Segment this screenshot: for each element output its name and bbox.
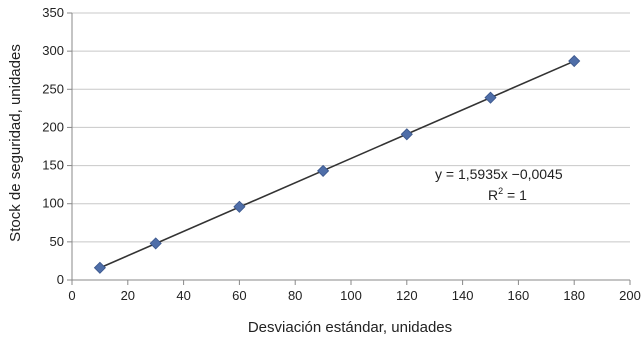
r-squared-label: R2 = 1 bbox=[488, 186, 527, 203]
y-tick-label-4: 200 bbox=[42, 119, 64, 134]
y-tick-label-2: 100 bbox=[42, 196, 64, 211]
data-points bbox=[93, 54, 581, 274]
x-tick-label-7: 140 bbox=[452, 288, 474, 303]
r-squared-prefix: R bbox=[488, 187, 498, 203]
trendline-group bbox=[99, 60, 575, 269]
x-tick-label-6: 120 bbox=[396, 288, 418, 303]
trendline bbox=[99, 60, 575, 269]
y-tick-label-0: 0 bbox=[57, 272, 64, 287]
y-tick-label-5: 250 bbox=[42, 81, 64, 96]
y-tick-label-7: 350 bbox=[42, 5, 64, 20]
axes bbox=[67, 12, 631, 285]
data-point-0-3 bbox=[317, 164, 330, 177]
data-point-0-6 bbox=[568, 54, 581, 68]
y-tick-label-3: 150 bbox=[42, 158, 64, 173]
y-tick-label-6: 300 bbox=[42, 43, 64, 58]
x-tick-label-4: 80 bbox=[288, 288, 302, 303]
data-point-0-4 bbox=[400, 128, 413, 141]
x-tick-label-5: 100 bbox=[340, 288, 362, 303]
x-tick-label-3: 60 bbox=[232, 288, 246, 303]
data-point-0-0 bbox=[93, 261, 106, 274]
x-axis-title: Desviación estándar, unidades bbox=[248, 319, 452, 336]
data-point-0-5 bbox=[484, 91, 497, 104]
y-tick-label-1: 50 bbox=[50, 234, 64, 249]
r-squared-suffix: = 1 bbox=[503, 187, 527, 203]
x-tick-label-8: 160 bbox=[508, 288, 530, 303]
data-point-0-1 bbox=[149, 237, 162, 250]
x-tick-labels: 0 20 40 60 80 100 120 140 160 180 200 bbox=[68, 288, 640, 303]
x-tick-label-2: 40 bbox=[176, 288, 190, 303]
y-tick-labels: 0 50 100 150 200 250 300 350 bbox=[42, 5, 64, 287]
r-squared-superscript: 2 bbox=[498, 186, 503, 196]
trendline-equation: y = 1,5935x −0,0045 bbox=[435, 166, 563, 182]
y-axis-title: Stock de seguridad, unidades bbox=[7, 44, 24, 242]
x-tick-label-0: 0 bbox=[68, 288, 75, 303]
gridlines bbox=[72, 12, 630, 243]
x-tick-label-10: 200 bbox=[619, 288, 641, 303]
x-tick-label-9: 180 bbox=[563, 288, 585, 303]
data-point-0-2 bbox=[233, 200, 246, 213]
x-tick-label-1: 20 bbox=[121, 288, 135, 303]
